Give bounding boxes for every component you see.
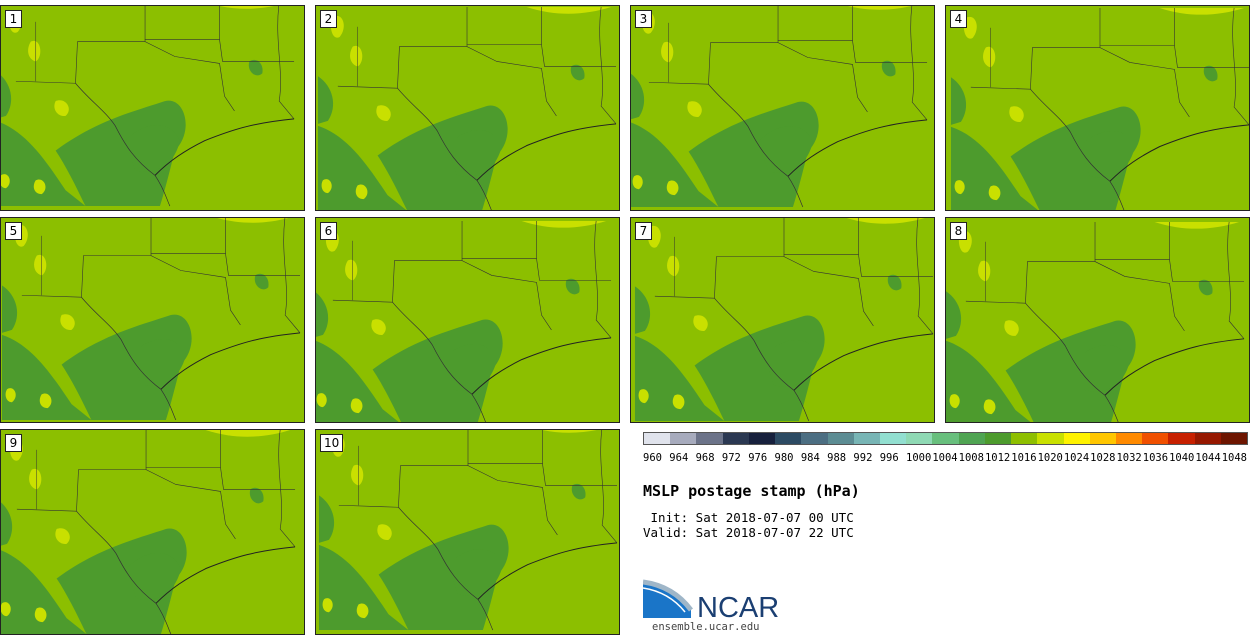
colorbar-tick-label: 960 <box>643 452 662 464</box>
colorbar-segment <box>644 433 671 444</box>
colorbar-tick-label: 1028 <box>1090 452 1116 464</box>
colorbar-tick-label: 968 <box>695 452 715 464</box>
colorbar-tick-label: 976 <box>748 452 768 464</box>
member-number: 3 <box>635 10 652 28</box>
colorbar-tick-label: 1048 <box>1221 452 1247 464</box>
colorbar-tick-label: 1040 <box>1169 452 1195 464</box>
colorbar-segment <box>853 433 880 444</box>
colorbar-tick-label: 1016 <box>1011 452 1037 464</box>
member-panel: 1 <box>0 5 305 211</box>
member-panel: 10 <box>315 429 620 635</box>
mslp-map <box>1 430 296 634</box>
colorbar <box>643 432 1248 445</box>
colorbar-tick-label: 992 <box>853 452 873 464</box>
mslp-map <box>1 218 301 421</box>
mslp-map <box>316 220 612 422</box>
colorbar-labels: 960 964 968 972 976 980 984 988 992 996 1000 1004 10… <box>632 452 1252 466</box>
colorbar-tick-label: 996 <box>879 452 899 464</box>
colorbar-tick-label: 988 <box>827 452 847 464</box>
colorbar-tick-label: 972 <box>721 452 741 464</box>
colorbar-segment <box>984 433 1012 444</box>
colorbar-segment <box>670 433 697 444</box>
colorbar-segment <box>722 433 749 444</box>
colorbar-segment <box>1220 433 1248 444</box>
colorbar-tick-label: 984 <box>800 452 820 464</box>
colorbar-segment <box>879 433 907 444</box>
member-number: 5 <box>5 222 22 240</box>
colorbar-tick-label: 1036 <box>1142 452 1169 464</box>
member-panel: 9 <box>0 429 305 635</box>
figure-title: MSLP postage stamp (hPa) <box>643 482 860 500</box>
member-panel: 5 <box>0 217 305 423</box>
ncar-logo: NCAR <box>643 579 779 622</box>
colorbar-tick-label: 1012 <box>984 452 1011 464</box>
member-panel: 3 <box>630 5 935 211</box>
colorbar-tick-label: 1000 <box>906 452 932 464</box>
colorbar-segment <box>958 433 985 444</box>
colorbar-tick-label: 1004 <box>932 452 958 464</box>
colorbar-segment <box>775 433 802 444</box>
colorbar-segment <box>1089 433 1116 444</box>
colorbar-segment <box>1168 433 1195 444</box>
mslp-map <box>1 6 295 207</box>
member-number: 1 <box>5 10 22 28</box>
member-panel: 4 <box>945 5 1250 211</box>
colorbar-tick-label: 1044 <box>1195 452 1221 464</box>
colorbar-segment <box>1037 433 1064 444</box>
member-number: 8 <box>950 222 967 240</box>
colorbar-segment <box>1115 433 1143 444</box>
member-number: 6 <box>320 222 337 240</box>
colorbar-segment <box>1063 433 1090 444</box>
colorbar-tick-label: 1032 <box>1116 452 1142 464</box>
member-panel: 8 <box>945 217 1250 423</box>
mslp-map <box>317 6 617 210</box>
mslp-map <box>634 218 934 422</box>
colorbar-segment <box>932 433 959 444</box>
member-number: 7 <box>635 222 652 240</box>
colorbar-tick-label: 964 <box>669 452 689 464</box>
colorbar-segment <box>1142 433 1169 444</box>
mslp-map <box>950 7 1249 210</box>
colorbar-tick-label: 1008 <box>958 452 984 464</box>
member-number: 2 <box>320 10 337 28</box>
colorbar-segment <box>748 433 776 444</box>
logo-text: NCAR <box>697 592 779 622</box>
member-panel: 6 <box>315 217 620 423</box>
member-number: 4 <box>950 10 967 28</box>
member-number: 9 <box>5 434 22 452</box>
mslp-map <box>318 430 618 631</box>
colorbar-segment <box>1194 433 1221 444</box>
colorbar-segment <box>1011 433 1038 444</box>
init-time: Init: Sat 2018-07-07 00 UTC <box>643 510 854 525</box>
logo-url: ensemble.ucar.edu <box>652 621 760 633</box>
mslp-map <box>631 6 928 208</box>
colorbar-segment <box>827 433 854 444</box>
colorbar-tick-label: 980 <box>774 452 794 464</box>
colorbar-segment <box>801 433 828 444</box>
member-panel: 2 <box>315 5 620 211</box>
member-panel: 7 <box>630 217 935 423</box>
colorbar-segment <box>906 433 933 444</box>
valid-time: Valid: Sat 2018-07-07 22 UTC <box>643 525 854 540</box>
colorbar-tick-label: 1024 <box>1063 452 1090 464</box>
member-number: 10 <box>320 434 344 452</box>
colorbar-segment <box>696 433 723 444</box>
mslp-map <box>946 221 1245 422</box>
colorbar-tick-label: 1020 <box>1037 452 1063 464</box>
